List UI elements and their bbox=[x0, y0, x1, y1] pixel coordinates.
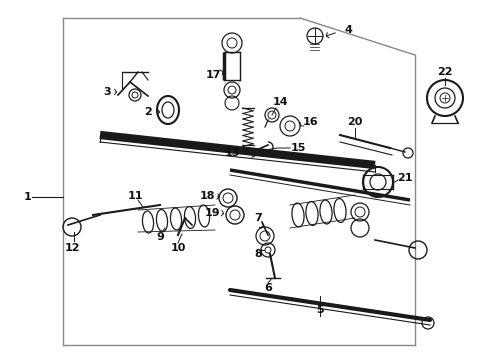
Text: 2: 2 bbox=[144, 107, 152, 117]
Text: 9: 9 bbox=[156, 232, 163, 242]
Text: 7: 7 bbox=[254, 213, 262, 223]
Text: 17: 17 bbox=[205, 70, 220, 80]
Text: 21: 21 bbox=[396, 173, 412, 183]
Text: 18: 18 bbox=[199, 191, 214, 201]
Text: 16: 16 bbox=[302, 117, 317, 127]
Text: 19: 19 bbox=[204, 208, 220, 218]
Text: 14: 14 bbox=[272, 97, 287, 107]
Text: 22: 22 bbox=[436, 67, 452, 77]
Text: 11: 11 bbox=[127, 191, 142, 201]
Text: 20: 20 bbox=[346, 117, 362, 127]
Text: 4: 4 bbox=[344, 25, 351, 35]
Text: 1: 1 bbox=[24, 192, 32, 202]
Text: 6: 6 bbox=[264, 283, 271, 293]
Text: 5: 5 bbox=[316, 305, 323, 315]
Text: 10: 10 bbox=[170, 243, 185, 253]
Text: 12: 12 bbox=[64, 243, 80, 253]
Text: 3: 3 bbox=[103, 87, 111, 97]
Text: 8: 8 bbox=[254, 249, 262, 259]
Text: 13: 13 bbox=[224, 148, 239, 158]
Text: 15: 15 bbox=[290, 143, 305, 153]
